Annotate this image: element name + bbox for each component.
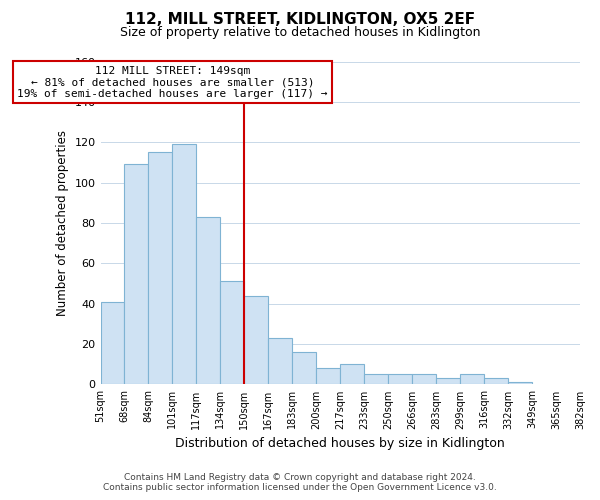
Bar bbox=[244, 296, 268, 384]
Bar bbox=[316, 368, 340, 384]
Bar bbox=[460, 374, 484, 384]
Bar bbox=[292, 352, 316, 384]
X-axis label: Distribution of detached houses by size in Kidlington: Distribution of detached houses by size … bbox=[175, 437, 505, 450]
Text: Size of property relative to detached houses in Kidlington: Size of property relative to detached ho… bbox=[120, 26, 480, 39]
Text: Contains HM Land Registry data © Crown copyright and database right 2024.
Contai: Contains HM Land Registry data © Crown c… bbox=[103, 473, 497, 492]
Text: 112 MILL STREET: 149sqm
← 81% of detached houses are smaller (513)
19% of semi-d: 112 MILL STREET: 149sqm ← 81% of detache… bbox=[17, 66, 328, 98]
Bar bbox=[196, 217, 220, 384]
Bar bbox=[340, 364, 364, 384]
Y-axis label: Number of detached properties: Number of detached properties bbox=[56, 130, 69, 316]
Bar bbox=[220, 282, 244, 385]
Bar bbox=[172, 144, 196, 384]
Bar bbox=[364, 374, 388, 384]
Text: 112, MILL STREET, KIDLINGTON, OX5 2EF: 112, MILL STREET, KIDLINGTON, OX5 2EF bbox=[125, 12, 475, 28]
Bar bbox=[436, 378, 460, 384]
Bar bbox=[101, 302, 124, 384]
Bar bbox=[484, 378, 508, 384]
Bar bbox=[388, 374, 412, 384]
Bar bbox=[508, 382, 532, 384]
Bar bbox=[412, 374, 436, 384]
Bar bbox=[268, 338, 292, 384]
Bar bbox=[148, 152, 172, 384]
Bar bbox=[124, 164, 148, 384]
